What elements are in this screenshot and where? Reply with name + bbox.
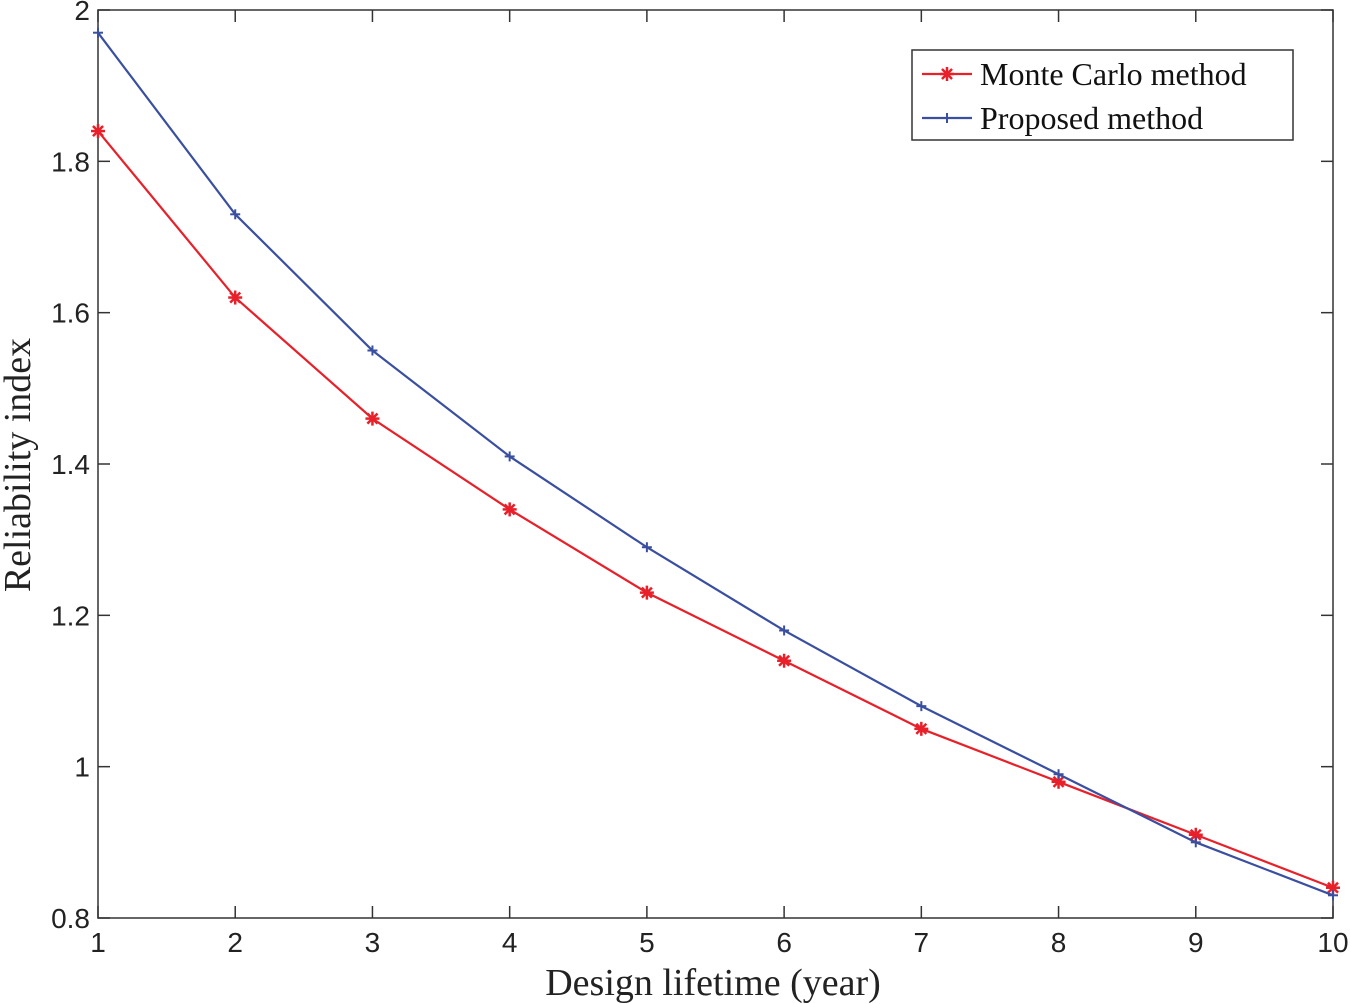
x-tick-label: 6 (776, 927, 792, 958)
y-tick-label: 1.4 (51, 449, 90, 480)
data-point (1328, 890, 1338, 901)
data-point (1053, 769, 1064, 780)
series-proposed (93, 27, 1338, 901)
data-point (916, 701, 927, 712)
x-tick-label: 2 (227, 927, 243, 958)
y-tick-label: 0.8 (51, 903, 90, 934)
plot-area (97, 9, 1334, 919)
x-tick-label: 4 (502, 927, 518, 958)
data-point (1190, 837, 1201, 848)
legend-marker (942, 113, 952, 123)
legend: Monte Carlo method Proposed method (911, 49, 1294, 141)
series-line (97, 130, 1334, 889)
data-point (777, 653, 792, 668)
legend-marker (940, 67, 954, 81)
data-point (502, 502, 517, 517)
data-point (365, 411, 380, 426)
legend-label: Proposed method (980, 100, 1203, 136)
legend-label: Monte Carlo method (980, 56, 1247, 92)
data-point (228, 290, 243, 305)
data-point (639, 585, 654, 600)
y-tick-label: 1.6 (51, 298, 90, 329)
x-tick-label: 1 (90, 927, 106, 958)
series-monte-carlo (91, 124, 1340, 895)
y-tick-label: 1.8 (51, 146, 90, 177)
x-tick-label: 5 (639, 927, 655, 958)
series-layer (91, 27, 1340, 901)
data-point (230, 209, 241, 220)
y-tick-label: 2 (74, 0, 90, 26)
y-axis-title: Reliability index (0, 338, 39, 592)
series-line (97, 32, 1334, 897)
data-point (914, 721, 929, 736)
legend-box (911, 49, 1294, 141)
data-point (779, 625, 790, 636)
data-point (641, 542, 652, 553)
x-tick-label: 10 (1317, 927, 1348, 958)
data-point (1188, 827, 1203, 842)
y-tick-label: 1.2 (51, 600, 90, 631)
data-point (91, 124, 105, 139)
data-point (93, 27, 103, 38)
x-axis-title: Design lifetime (year) (545, 962, 881, 1004)
x-tick-label: 9 (1188, 927, 1204, 958)
data-point (1051, 774, 1066, 789)
x-tick-label: 8 (1051, 927, 1067, 958)
y-tick-label: 1 (74, 752, 90, 783)
data-point (367, 345, 378, 356)
x-tick-label: 7 (914, 927, 930, 958)
axis-ticks: 1 2 3 4 5 6 7 8 9 100.811.21.41.61.82 (51, 0, 1349, 958)
x-tick-label: 3 (365, 927, 381, 958)
plot-frame (97, 9, 1334, 919)
data-point (504, 451, 515, 462)
